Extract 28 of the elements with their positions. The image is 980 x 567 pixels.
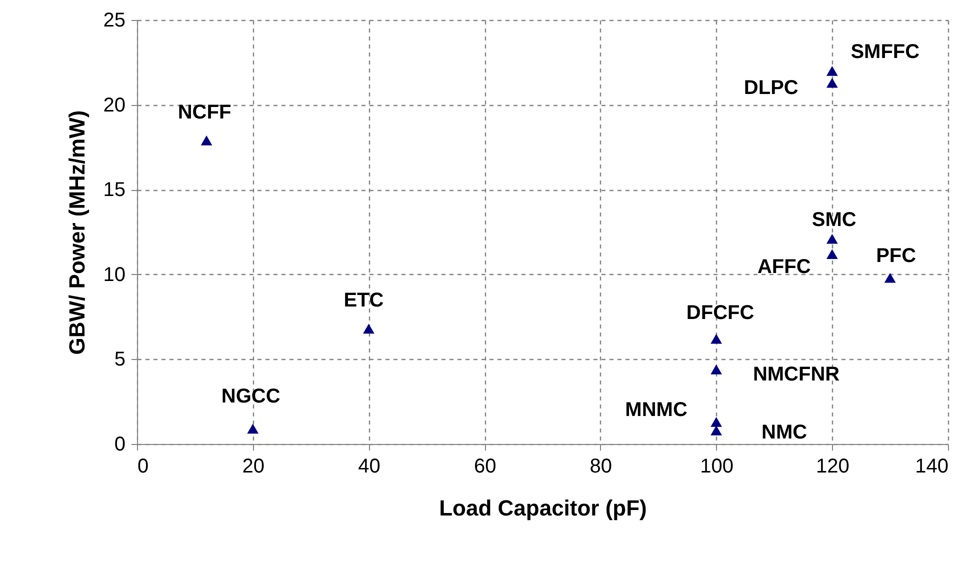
x-tick-label: 100 — [700, 456, 734, 478]
x-tick-label: 60 — [474, 456, 496, 478]
x-tick-label: 20 — [242, 456, 264, 478]
annotation: MNMC — [625, 398, 688, 421]
y-tick-label: 25 — [103, 10, 126, 32]
annotation: PFC — [876, 244, 916, 267]
y-tick-label: 10 — [103, 264, 126, 286]
annotation: NCFF — [178, 101, 232, 124]
y-tick-label: 5 — [114, 348, 126, 371]
annotation: AFFC — [757, 256, 811, 278]
annotation: DFCFC — [686, 302, 754, 324]
x-tick-label: 120 — [816, 456, 850, 478]
annotation: NGCC — [221, 386, 280, 408]
y-tick-label: 20 — [103, 94, 126, 116]
x-axis-title: Load Capacitor (pF) — [439, 496, 647, 520]
annotation: DLPC — [744, 76, 798, 99]
annotation: NMCFNR — [752, 363, 840, 386]
x-tick-label: 140 — [915, 456, 948, 478]
y-tick-label: 0 — [114, 434, 126, 456]
y-axis-title: GBW/ Power (MHz/mW) — [64, 110, 90, 355]
x-tick-label: 80 — [590, 456, 612, 478]
x-tick-label: 40 — [358, 456, 380, 478]
y-tick-label: 15 — [103, 179, 126, 202]
annotation: ETC — [344, 290, 384, 312]
x-tick-label: 0 — [138, 456, 149, 478]
annotation: SMFFC — [850, 40, 920, 63]
annotation: NMC — [762, 421, 808, 444]
annotation: SMC — [812, 208, 856, 231]
